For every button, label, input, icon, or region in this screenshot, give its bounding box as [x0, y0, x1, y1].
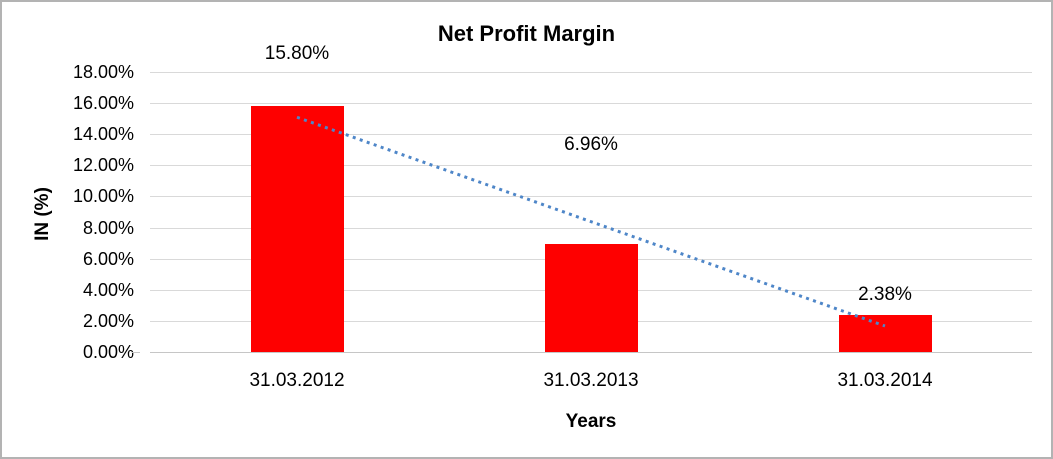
y-tick-label: 4.00%: [82, 280, 134, 300]
gridline: [150, 196, 1032, 197]
x-tick-label: 31.03.2013: [543, 370, 639, 391]
x-tick-label: 31.03.2012: [249, 370, 345, 391]
data-label: 6.96%: [564, 134, 618, 155]
y-tick-label: 16.00%: [72, 93, 134, 113]
x-tick-label: 31.03.2014: [837, 370, 933, 391]
y-tick-label: 8.00%: [82, 218, 134, 238]
y-tick-label: 6.00%: [82, 249, 134, 269]
bar-31.03.2012: [251, 106, 344, 352]
y-tick-label: 0.00%: [82, 342, 134, 362]
y-tick-label: 10.00%: [72, 186, 134, 206]
y-tick-label: 18.00%: [72, 62, 134, 82]
y-tick-label: 14.00%: [72, 124, 134, 144]
data-label: 2.38%: [858, 284, 912, 305]
y-tick-label: 12.00%: [72, 155, 134, 175]
gridline: [150, 228, 1032, 229]
x-axis-title: Years: [565, 411, 617, 432]
gridline: [150, 103, 1032, 104]
axis-tick-mark: [132, 352, 140, 353]
gridline: [150, 165, 1032, 166]
data-label: 15.80%: [264, 43, 330, 64]
trendline: [296, 115, 886, 328]
plot-area: [150, 72, 1032, 353]
bar-31.03.2014: [839, 315, 932, 352]
bar-31.03.2013: [545, 244, 638, 352]
chart-title: Net Profit Margin: [437, 21, 616, 46]
gridline: [150, 352, 1032, 353]
y-tick-label: 2.00%: [82, 311, 134, 331]
gridline: [150, 134, 1032, 135]
gridline: [150, 72, 1032, 73]
